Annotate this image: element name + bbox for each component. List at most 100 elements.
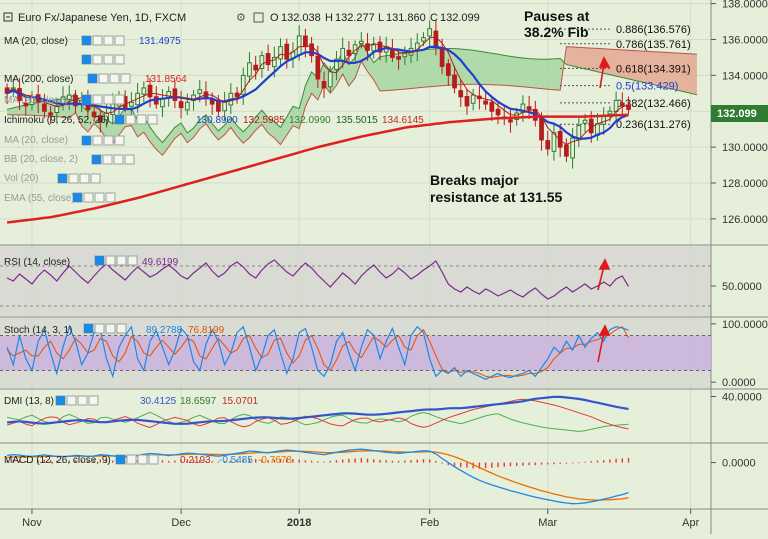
legend-control-icon[interactable] bbox=[114, 35, 125, 46]
macd-histogram-bar bbox=[186, 459, 189, 463]
legend-control-icon[interactable] bbox=[98, 73, 109, 84]
macd-signal-value: -0.7678 bbox=[258, 455, 292, 466]
visibility-toggle-icon[interactable] bbox=[56, 396, 65, 405]
candle-body bbox=[178, 101, 184, 109]
legend-control-icon[interactable] bbox=[114, 54, 125, 65]
macd-histogram-bar bbox=[534, 462, 537, 466]
visibility-toggle-icon[interactable] bbox=[73, 193, 82, 202]
legend-control-icon[interactable] bbox=[116, 255, 127, 266]
candle-body bbox=[259, 55, 265, 69]
indicator-value: 131.8564 bbox=[145, 74, 187, 85]
legend-control-icon[interactable] bbox=[68, 173, 79, 184]
legend-control-icon[interactable] bbox=[116, 323, 127, 334]
legend-control-icon[interactable] bbox=[77, 395, 88, 406]
visibility-toggle-icon[interactable] bbox=[82, 36, 91, 45]
legend-control-icon[interactable] bbox=[126, 454, 137, 465]
legend-control-icon[interactable] bbox=[120, 73, 131, 84]
legend-control-icon[interactable] bbox=[114, 94, 125, 105]
macd-histogram-bar bbox=[236, 459, 238, 463]
legend-control-icon[interactable] bbox=[105, 323, 116, 334]
candle-body bbox=[427, 28, 433, 37]
legend-control-icon[interactable] bbox=[124, 154, 135, 165]
candle-body bbox=[340, 47, 346, 62]
visibility-toggle-icon[interactable] bbox=[95, 256, 104, 265]
visibility-toggle-icon[interactable] bbox=[115, 115, 124, 124]
candle-body bbox=[564, 144, 569, 157]
visibility-toggle-icon[interactable] bbox=[88, 74, 97, 83]
legend-control-icon[interactable] bbox=[136, 114, 147, 125]
legend-control-icon[interactable] bbox=[66, 395, 77, 406]
legend-control-icon[interactable] bbox=[79, 173, 90, 184]
annotation-arrows bbox=[597, 56, 611, 363]
macd-histogram-bar bbox=[199, 460, 201, 463]
visibility-toggle-icon[interactable] bbox=[92, 155, 101, 164]
legend-control-icon[interactable] bbox=[88, 395, 99, 406]
candle-body bbox=[209, 99, 215, 105]
legend-control-icon[interactable] bbox=[90, 173, 101, 184]
dmi-lines bbox=[6, 395, 629, 432]
legend-control-icon[interactable] bbox=[114, 135, 125, 146]
up-arrow-head-icon bbox=[598, 56, 611, 68]
candle-body bbox=[626, 104, 631, 110]
macd-histogram-bar bbox=[360, 458, 363, 463]
legend-control-icon[interactable] bbox=[92, 54, 103, 65]
legend-control-icon[interactable] bbox=[83, 192, 94, 203]
ohlc-h-value: 132.277 bbox=[335, 12, 375, 24]
legend-control-icon[interactable] bbox=[147, 114, 158, 125]
last-price-tag[interactable]: 132.099 bbox=[711, 105, 768, 122]
candle-body bbox=[489, 101, 495, 112]
dmi-adx-line bbox=[6, 395, 629, 425]
legend-control-icon[interactable] bbox=[137, 454, 148, 465]
macd-histogram-bar bbox=[304, 460, 307, 463]
visibility-toggle-icon[interactable] bbox=[58, 174, 67, 183]
visibility-toggle-icon[interactable] bbox=[82, 55, 91, 64]
legend-control-icon[interactable] bbox=[125, 114, 136, 125]
legend-control-icon[interactable] bbox=[103, 94, 114, 105]
dmi-label: DMI (13, 8) bbox=[4, 396, 54, 407]
rsi-label: RSI (14, close) bbox=[4, 257, 70, 268]
legend-control-icon[interactable] bbox=[102, 154, 113, 165]
dmi-mdi-value: 15.0701 bbox=[222, 396, 259, 407]
macd-histogram-bar bbox=[373, 459, 375, 463]
indicator-legend: MA (20, close) 131.4975 MA (200, close) … bbox=[4, 35, 424, 466]
hide-icon[interactable] bbox=[253, 12, 264, 23]
legend-control-icon[interactable] bbox=[105, 192, 116, 203]
indicator-label: MA (20, close) bbox=[4, 135, 68, 146]
legend-control-icon[interactable] bbox=[94, 323, 105, 334]
legend-control-icon[interactable] bbox=[92, 135, 103, 146]
settings-gear-icon[interactable]: ⚙ bbox=[236, 12, 246, 24]
macd-histogram-bar bbox=[491, 462, 493, 468]
collapse-icon[interactable] bbox=[3, 12, 13, 22]
visibility-toggle-icon[interactable] bbox=[82, 95, 91, 104]
legend-control-icon[interactable] bbox=[103, 135, 114, 146]
ma200-line bbox=[6, 113, 629, 224]
dmi-pdi-value: 18.6597 bbox=[180, 396, 217, 407]
dmi-adx-value: 30.4125 bbox=[140, 396, 177, 407]
y-tick-label: 130.0000 bbox=[722, 142, 768, 154]
visibility-toggle-icon[interactable] bbox=[84, 324, 93, 333]
legend-control-icon[interactable] bbox=[105, 255, 116, 266]
legend-control-icon[interactable] bbox=[103, 35, 114, 46]
x-tick-label: Dec bbox=[171, 517, 191, 529]
legend-control-icon[interactable] bbox=[127, 255, 138, 266]
dmi-pane[interactable] bbox=[0, 390, 711, 442]
candles[interactable] bbox=[4, 20, 631, 169]
legend-control-icon[interactable] bbox=[109, 73, 120, 84]
candle-body bbox=[172, 88, 178, 101]
legend-control-icon[interactable] bbox=[92, 94, 103, 105]
legend-control-icon[interactable] bbox=[103, 54, 114, 65]
visibility-toggle-icon[interactable] bbox=[82, 136, 91, 145]
macd-histogram-bar bbox=[105, 459, 108, 463]
macd-histogram-bar bbox=[80, 460, 83, 463]
price-axis[interactable] bbox=[711, 0, 768, 534]
legend-control-icon[interactable] bbox=[94, 192, 105, 203]
legend-control-icon[interactable] bbox=[148, 454, 159, 465]
visibility-toggle-icon[interactable] bbox=[116, 455, 125, 464]
annotation-text: Pauses at 38.2% Fib Breaks major resista… bbox=[430, 8, 590, 205]
legend-control-icon[interactable] bbox=[92, 35, 103, 46]
legend-control-icon[interactable] bbox=[113, 154, 124, 165]
macd-histogram-bar bbox=[428, 459, 431, 463]
ohlc-c-value: 132.099 bbox=[440, 12, 480, 24]
candle-body bbox=[582, 119, 588, 124]
